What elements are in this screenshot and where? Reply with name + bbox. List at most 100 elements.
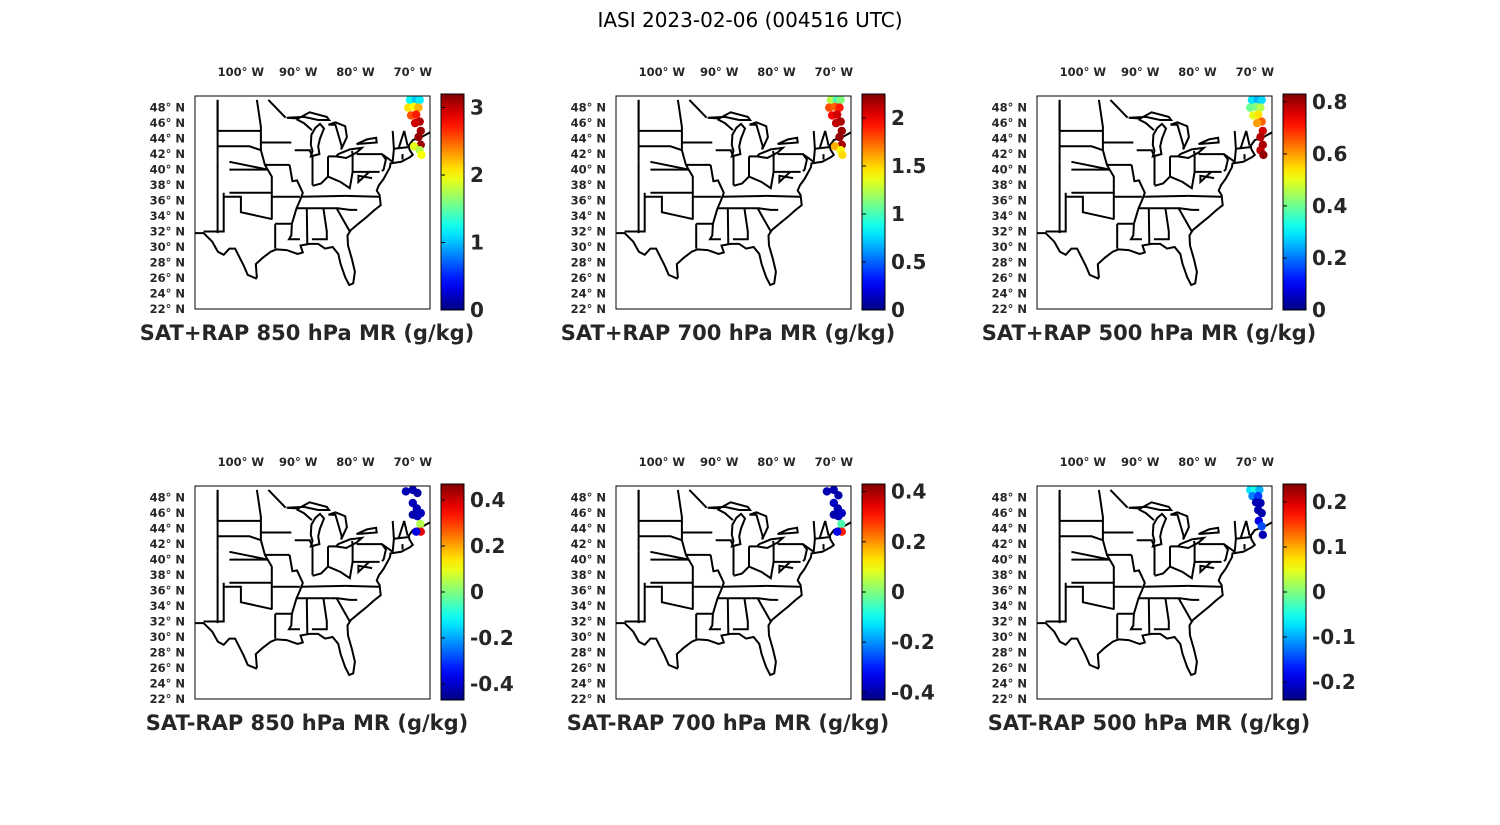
state-boundary xyxy=(733,171,775,190)
state-boundary xyxy=(1142,584,1188,588)
state-boundary xyxy=(824,130,830,146)
lat-tick-label: 44° N xyxy=(571,132,606,146)
lat-tick-label: 30° N xyxy=(992,630,1027,644)
observation-point xyxy=(837,508,846,518)
state-boundary xyxy=(1071,160,1110,171)
coastline xyxy=(254,131,430,287)
observation-point xyxy=(417,150,426,160)
state-boundary xyxy=(1198,153,1236,163)
state-boundary xyxy=(778,171,794,185)
observation-point xyxy=(1259,150,1268,160)
great-lake xyxy=(356,526,378,535)
colorbar-tick-label: 0.2 xyxy=(1312,246,1347,270)
state-boundary xyxy=(1065,195,1115,221)
state-boundary xyxy=(1150,539,1156,547)
colorbar-tick-label: 2 xyxy=(891,106,905,130)
colorbar-tick-label: -0.1 xyxy=(1312,625,1356,649)
state-boundary xyxy=(335,207,351,232)
state-boundary xyxy=(1245,520,1251,536)
great-lake xyxy=(286,501,332,511)
state-boundary xyxy=(311,208,328,241)
state-boundary xyxy=(305,208,309,244)
state-boundary xyxy=(1233,520,1237,552)
state-boundary xyxy=(330,597,358,601)
state-boundary xyxy=(393,146,409,150)
lon-tick-label: 90° W xyxy=(1121,65,1160,79)
lat-tick-label: 38° N xyxy=(571,178,606,192)
lon-tick-label: 100° W xyxy=(1060,65,1107,79)
colorbar-tick-label: 0 xyxy=(1312,580,1326,604)
state-boundary xyxy=(802,153,808,172)
colorbar-tick-label: 0.4 xyxy=(1312,194,1347,218)
great-lake xyxy=(1175,536,1207,550)
lat-tick-label: 34° N xyxy=(992,209,1027,223)
colorbar-tick-label: 0 xyxy=(470,580,484,604)
state-boundary xyxy=(403,130,409,146)
state-boundary xyxy=(1172,207,1200,211)
lat-tick-label: 38° N xyxy=(150,568,185,582)
lon-tick-label: 70° W xyxy=(1236,455,1275,469)
figure-title: IASI 2023-02-06 (004516 UTC) xyxy=(597,8,903,32)
state-boundary xyxy=(1129,164,1146,241)
state-boundary xyxy=(1147,208,1151,244)
state-boundary xyxy=(1223,153,1229,172)
state-boundary xyxy=(1150,149,1156,157)
observation-point xyxy=(1254,110,1263,119)
lon-tick-label: 100° W xyxy=(1060,455,1107,469)
observation-point xyxy=(414,132,423,142)
observation-point xyxy=(414,103,423,112)
great-lake xyxy=(1128,111,1174,121)
state-boundary xyxy=(638,535,683,542)
lat-tick-label: 44° N xyxy=(150,522,185,536)
lat-tick-label: 46° N xyxy=(571,116,606,130)
map-panel-3: 100° W 90° W 80° W 70° W 48° N46° N 44° N42° … xyxy=(982,65,1348,345)
state-boundary xyxy=(223,195,273,221)
lat-tick-label: 46° N xyxy=(150,116,185,130)
lon-tick-label: 80° W xyxy=(1178,65,1217,79)
lat-tick-label: 32° N xyxy=(571,225,606,239)
state-boundary xyxy=(732,598,749,631)
lat-tick-label: 26° N xyxy=(992,661,1027,675)
lat-tick-label: 38° N xyxy=(992,568,1027,582)
great-lake xyxy=(309,512,326,548)
mexico-border xyxy=(195,622,258,670)
colorbar-tick-label: 1 xyxy=(470,231,484,255)
lat-tick-label: 28° N xyxy=(992,256,1027,270)
state-boundary xyxy=(751,207,779,211)
state-boundary xyxy=(217,145,262,152)
lat-tick-label: 24° N xyxy=(150,287,185,301)
state-boundary xyxy=(708,554,725,631)
observation-point xyxy=(412,110,421,119)
coastline xyxy=(675,131,851,287)
lat-tick-label: 40° N xyxy=(150,163,185,177)
lat-tick-label: 22° N xyxy=(992,692,1027,706)
lon-tick-label: 70° W xyxy=(394,65,433,79)
lat-tick-label: 28° N xyxy=(150,256,185,270)
state-boundary xyxy=(1097,489,1115,610)
lat-tick-label: 44° N xyxy=(992,132,1027,146)
lat-tick-label: 46° N xyxy=(571,506,606,520)
state-boundary xyxy=(1193,540,1196,545)
lat-tick-label: 26° N xyxy=(571,661,606,675)
map-area xyxy=(195,96,430,287)
colorbar-tick-label: -0.2 xyxy=(891,630,935,654)
state-boundary xyxy=(335,597,351,622)
state-boundary xyxy=(1177,597,1193,622)
colorbar-tick-label: 0.6 xyxy=(1312,142,1347,166)
state-boundary xyxy=(756,597,772,622)
state-boundary xyxy=(1223,543,1229,562)
state-boundary xyxy=(638,145,683,152)
state-boundary xyxy=(812,520,816,552)
colorbar-tick-label: 0 xyxy=(891,580,905,604)
state-boundary xyxy=(1199,171,1215,185)
observation-point xyxy=(416,508,425,518)
map-area xyxy=(1037,96,1272,287)
state-boundary xyxy=(345,584,380,588)
mexico-border xyxy=(1037,622,1100,670)
state-boundary xyxy=(766,194,801,198)
colorbar-tick-label: 1.5 xyxy=(891,154,926,178)
state-boundary xyxy=(403,520,409,536)
state-boundary xyxy=(676,99,694,220)
lon-tick-label: 100° W xyxy=(639,65,686,79)
